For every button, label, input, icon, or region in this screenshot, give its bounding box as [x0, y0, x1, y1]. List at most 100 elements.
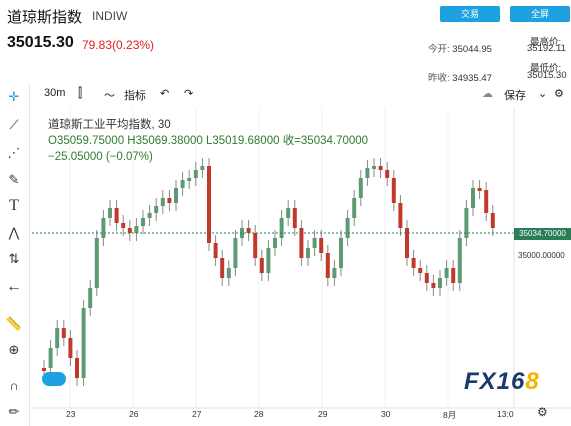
candle — [81, 308, 86, 378]
candle — [312, 238, 317, 248]
candle — [378, 166, 383, 170]
redo-icon[interactable]: ↷ — [184, 88, 194, 100]
candle — [200, 166, 205, 170]
candle — [233, 238, 238, 268]
candle — [385, 170, 390, 178]
candle — [484, 190, 489, 213]
candle — [88, 288, 93, 308]
candle — [134, 226, 139, 233]
legend-delta: −25.05000 (−0.07%) — [48, 151, 153, 163]
candle — [246, 228, 251, 233]
lock-drawing-icon[interactable]: ✏ — [8, 404, 20, 419]
last-price: 35015.30 — [7, 34, 74, 51]
candle — [207, 166, 211, 243]
candle — [372, 166, 376, 169]
low-value: 35015.30 — [527, 70, 567, 81]
candle — [273, 238, 277, 248]
candle — [48, 348, 53, 368]
cloud-save-icon[interactable]: ☁ — [482, 88, 493, 100]
candle — [457, 238, 462, 283]
candle — [477, 188, 482, 191]
pattern-icon[interactable]: ⋀ — [8, 225, 20, 240]
candle — [193, 170, 198, 178]
candle — [101, 218, 106, 238]
instrument-title: 道琼斯指数 — [7, 9, 83, 26]
candlestick-chart[interactable] — [32, 108, 571, 426]
candle — [299, 228, 304, 258]
candle — [127, 228, 132, 233]
x-label-29: 29 — [318, 409, 328, 419]
trade-button[interactable]: 交易 — [440, 6, 500, 22]
price-level-label: 35000.00000 — [518, 251, 565, 260]
candle — [405, 228, 409, 258]
candle — [108, 208, 112, 218]
indicator-icon[interactable]: 〜 — [104, 90, 115, 102]
candle — [418, 268, 423, 273]
current-price-tag: 35034.70000 — [514, 228, 571, 240]
candle — [352, 198, 357, 218]
candle — [319, 238, 324, 253]
candle — [325, 253, 330, 278]
high-value: 35192.11 — [527, 43, 566, 54]
chart-toolbar: 30m ⫿ 〜 指标 ↶ ↷ ☁ 保存 ⌄ ⚙ — [38, 84, 571, 106]
settings-icon[interactable]: ⚙ — [554, 88, 564, 100]
measure-icon[interactable]: ⇅ — [8, 251, 20, 266]
candle — [94, 238, 99, 288]
candle — [292, 208, 297, 228]
candle — [332, 268, 337, 278]
instrument-code: INDIW — [92, 9, 128, 23]
text-icon[interactable]: T — [9, 197, 19, 214]
x-label-30: 30 — [381, 409, 391, 419]
open-stat: 今开: 35044.95 — [428, 41, 492, 55]
fullscreen-button[interactable]: 全屏 — [510, 6, 570, 22]
candle — [174, 188, 178, 203]
zoom-icon[interactable]: ⊕ — [8, 342, 20, 357]
chart-legend: 道琼斯工业平均指数, 30 O35059.75000 H35069.38000 … — [48, 117, 368, 165]
candle — [279, 218, 284, 238]
fib-icon[interactable]: ⋰ — [7, 145, 21, 160]
candle — [147, 213, 152, 218]
dropdown-icon[interactable]: ⌄ — [538, 88, 548, 100]
high-label: 最高价: — [530, 37, 562, 48]
crosshair-icon[interactable]: ✛ — [8, 89, 20, 104]
candle-type-icon[interactable]: ⫿ — [78, 85, 83, 100]
candle — [391, 178, 396, 203]
magnet-icon[interactable]: ∩ — [9, 378, 19, 393]
candle — [187, 178, 192, 181]
drawing-toolbar: ✛ ⟋ ⋰ ✎ T ⋀ ⇅ ← 📏 ⊕ ∩ ✏ — [0, 84, 30, 426]
indicators-button[interactable]: 指标 — [124, 90, 146, 102]
x-label-26: 26 — [129, 409, 139, 419]
candle — [213, 243, 218, 258]
prev-value: 34935.47 — [452, 73, 492, 84]
ruler-icon[interactable]: 📏 — [5, 316, 23, 331]
candle — [464, 208, 469, 238]
candle — [42, 368, 46, 371]
open-value: 35044.95 — [452, 44, 492, 55]
back-arrow-icon[interactable]: ← — [6, 278, 22, 295]
candle — [444, 268, 449, 278]
candle — [68, 338, 73, 358]
candle — [286, 208, 291, 218]
candle — [154, 206, 159, 213]
open-label: 今开: — [428, 44, 450, 55]
candle — [75, 358, 79, 378]
trendline-icon[interactable]: ⟋ — [9, 117, 19, 132]
candle — [490, 213, 495, 228]
interval-select[interactable]: 30m — [44, 87, 66, 99]
quote-header: 道琼斯指数 INDIW 交易 全屏 35015.30 79.83(0.23%) … — [0, 0, 571, 84]
candle — [438, 278, 442, 288]
candle — [306, 248, 310, 258]
candle — [55, 328, 60, 348]
candle — [358, 178, 363, 198]
brush-icon[interactable]: ✎ — [8, 172, 20, 187]
save-button[interactable]: 保存 — [504, 90, 526, 102]
undo-icon[interactable]: ↶ — [160, 88, 170, 100]
candle — [398, 203, 403, 228]
candle — [253, 233, 258, 258]
x-label-28: 28 — [254, 409, 264, 419]
x-label-27: 27 — [192, 409, 202, 419]
axis-settings-icon[interactable]: ⚙ — [537, 405, 548, 419]
cloud-icon[interactable] — [42, 372, 66, 386]
candle — [266, 248, 271, 273]
prev-close-stat: 昨收: 34935.47 — [428, 70, 492, 84]
